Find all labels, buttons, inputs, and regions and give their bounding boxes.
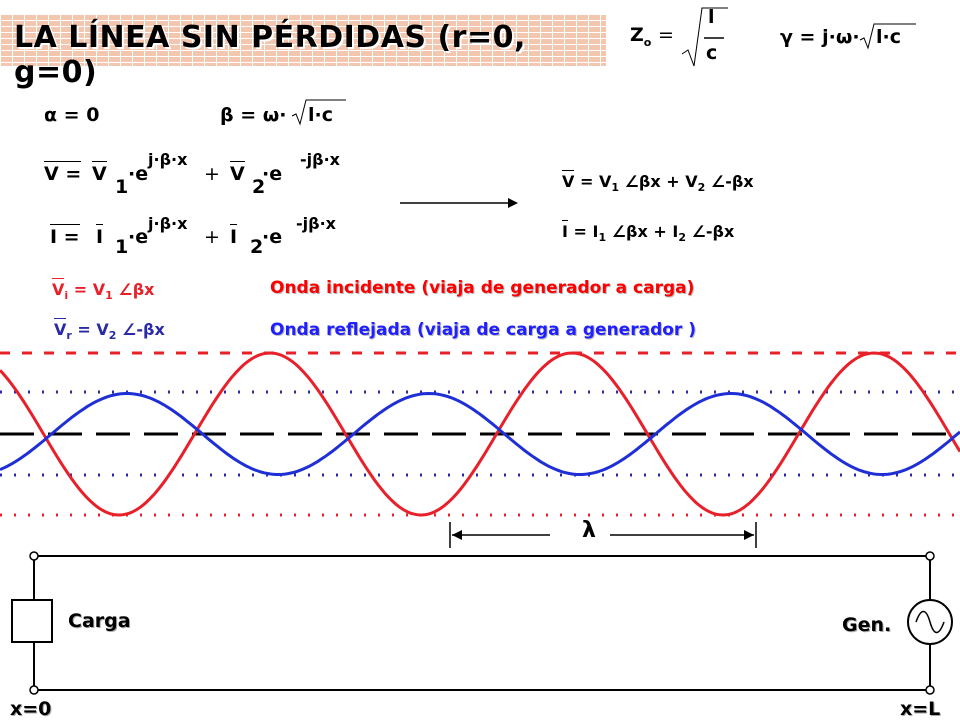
i-sub1: 1 <box>115 236 129 258</box>
standing-wave-diagram <box>0 351 960 517</box>
lambda-label: λ <box>582 518 596 543</box>
v-sub1: 1 <box>115 176 129 198</box>
v-sub2: 2 <box>252 176 266 198</box>
alpha-formula: α = 0 <box>44 104 100 126</box>
zo-denominator: c <box>706 42 718 64</box>
load-label: Carga <box>68 610 131 632</box>
x0-label: x=0 <box>10 698 52 720</box>
incident-wave <box>0 351 960 517</box>
i-sub2: 2 <box>250 236 264 258</box>
i-e2: ·e <box>262 226 283 248</box>
v-exp1: j·β·x <box>148 150 188 169</box>
load-box <box>11 599 53 643</box>
zo-numerator: l <box>708 6 715 28</box>
v-e2: ·e <box>262 163 283 185</box>
title-banner: LA LÍNEA SIN PÉRDIDAS (r=0, g=0) <box>0 14 606 90</box>
i-exp2: -jβ·x <box>296 214 336 233</box>
transmission-line-circuit <box>11 551 953 695</box>
i-plus: + <box>204 226 220 248</box>
v-term1: V <box>92 161 107 185</box>
wavelength-marker <box>449 522 757 548</box>
v-plus: + <box>204 163 220 185</box>
v-exp2: -jβ·x <box>300 150 340 169</box>
v-equation-lhs: V = <box>44 161 82 185</box>
zo-subscript: o <box>643 35 652 49</box>
reflected-wave-label: Onda reflejada (viaja de carga a generad… <box>270 320 696 340</box>
zo-symbol: Z <box>630 24 644 46</box>
phasor-v: V = V1 ∠βx + V2 ∠-βx <box>562 170 754 195</box>
zo-radical <box>681 7 728 67</box>
i-e1: ·e <box>128 226 149 248</box>
i-term1: I <box>96 224 104 248</box>
beta-radical <box>291 99 346 126</box>
gamma-formula: γ = j·ω· <box>780 26 860 48</box>
beta-root: l·c <box>308 104 333 126</box>
vi-formula: Vi = V1 ∠βx <box>52 278 155 303</box>
v-term2: V <box>230 161 245 185</box>
vr-formula: Vr = V2 ∠-βx <box>54 318 165 343</box>
generator-label: Gen. <box>842 614 892 636</box>
gamma-radical <box>859 23 916 50</box>
transform-arrow <box>400 198 518 208</box>
i-exp1: j·β·x <box>148 214 188 233</box>
xL-label: x=L <box>900 698 941 720</box>
beta-formula: β = ω· <box>220 104 287 126</box>
phasor-i: I = I1 ∠βx + I2 ∠-βx <box>562 220 735 245</box>
i-equation-lhs: I = <box>50 224 80 248</box>
page-title: LA LÍNEA SIN PÉRDIDAS (r=0, g=0) <box>14 20 526 90</box>
incident-wave-label: Onda incidente (viaja de generador a car… <box>270 278 695 298</box>
gamma-root: l·c <box>876 26 901 48</box>
reflected-wave <box>0 391 960 477</box>
v-e1: ·e <box>128 163 149 185</box>
zo-formula: Zo = <box>630 24 674 49</box>
i-term2: I <box>230 224 238 248</box>
